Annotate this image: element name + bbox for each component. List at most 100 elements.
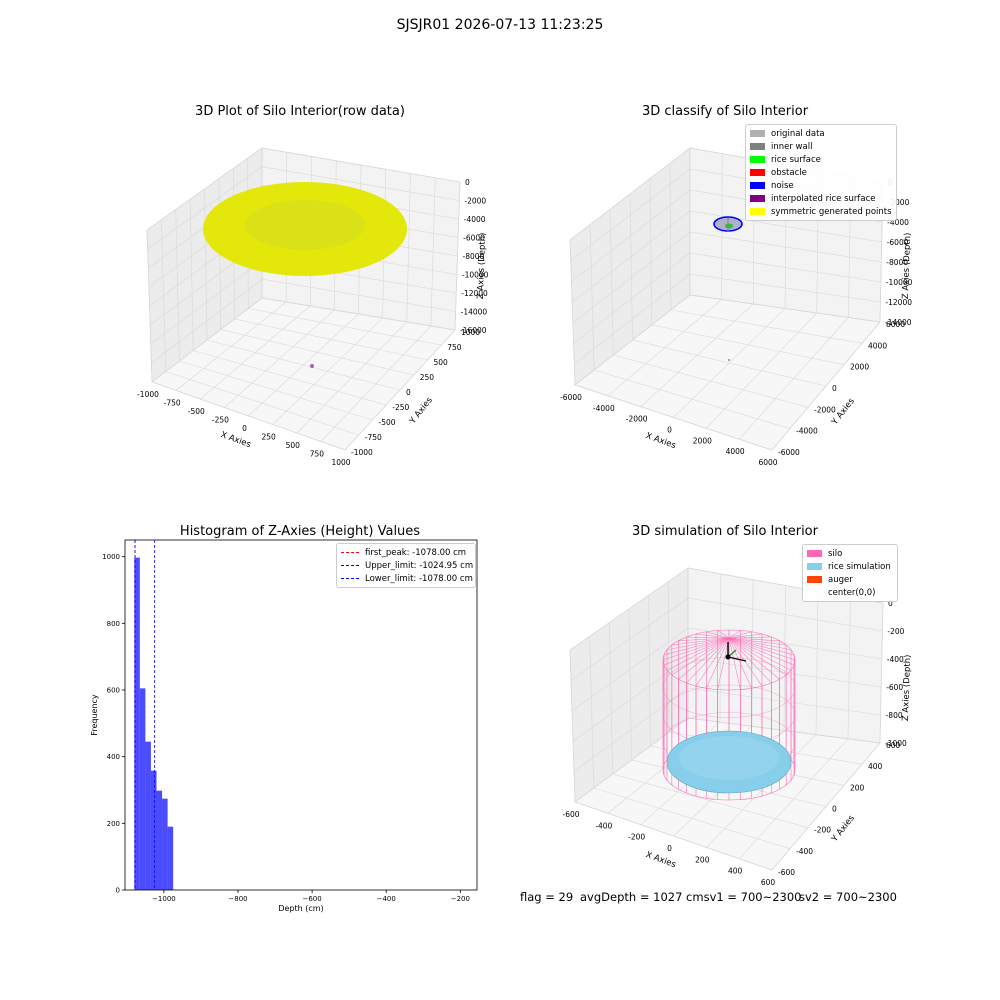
p1-grid-y: [193, 350, 387, 406]
silo-roof-line: [728, 637, 795, 656]
p2-grid-ywall: [609, 209, 614, 356]
p2-xtick-label: 0: [667, 426, 672, 435]
p2-ytick-label: -6000: [778, 448, 800, 457]
plot1-outlier-point: [310, 364, 314, 368]
figure-title: SJSJR01 2026-07-13 11:23:25: [396, 17, 604, 33]
p2-grid-ywall: [569, 239, 576, 386]
p1-ytick-label: 250: [420, 373, 435, 382]
p2-ytick-label: -4000: [796, 427, 818, 436]
plot4-z-label: Z Axies (Depth): [901, 654, 913, 721]
p2-ztick-label: -12000: [885, 298, 912, 307]
p4-grid-xwall: [815, 591, 819, 735]
p4-ytick-label: -200: [814, 826, 831, 835]
plot2-x-ticks: -6000 -4000 -2000 0 2000 4000 6000: [560, 393, 778, 467]
p1-grid-z: [151, 297, 456, 383]
histogram-ytick-label: 0: [116, 887, 120, 895]
footer-avg-depth: avgDepth = 1027 cmsv1 = 700~2300: [580, 890, 802, 904]
histogram-bars: [134, 557, 174, 890]
p4-ytick-label: -400: [796, 847, 813, 856]
silo-roof-line: [663, 637, 730, 666]
histogram-bar: [145, 741, 151, 890]
p4-grid-z: [570, 597, 883, 681]
plot4-axes-panes: [569, 567, 884, 871]
p4-ytick-label: 0: [832, 805, 837, 814]
plot1-y-label: Y Axies: [407, 395, 435, 427]
histogram-ytick-label: 600: [107, 687, 120, 695]
p2-xtick-label: 4000: [726, 447, 745, 456]
p2-ztick-label: -4000: [887, 218, 909, 227]
p4-xtick-label: 200: [695, 855, 710, 864]
silo-roof-line: [728, 637, 792, 671]
p4-ztick-label: -400: [887, 655, 904, 664]
plot1-x-ticks: -1000 -750 -500 -250 0 250 500 750 1000: [137, 390, 351, 467]
silo-roof-line: [686, 636, 730, 639]
p2-grid-z: [574, 273, 881, 365]
plot1-title: 3D Plot of Silo Interior(row data): [195, 104, 405, 119]
plot4-rice-simulation: [666, 730, 792, 794]
legend-item-interpolated: interpolated rice surface: [750, 192, 892, 205]
p1-ytick-label: 500: [434, 358, 449, 367]
histogram-bar: [167, 826, 174, 890]
plot4-auger: [725, 642, 747, 662]
histogram-xtick-label: −600: [302, 895, 321, 903]
histogram-bar: [134, 557, 140, 890]
p2-ytick-label: 6000: [886, 320, 905, 329]
p2-grid-y: [651, 324, 845, 365]
silo-roof-line: [663, 637, 730, 656]
plot4-y-label: Y Axies: [829, 813, 857, 845]
p4-grid-xwall: [879, 602, 884, 744]
plot1-point-cloud-core: [245, 200, 365, 250]
p1-ytick-label: -250: [392, 403, 409, 412]
histogram-x-ticks: −1000 −800 −600 −400 −200: [152, 890, 470, 903]
p4-grid-xwall: [847, 597, 851, 739]
p1-ytick-label: -750: [365, 433, 382, 442]
p1-ztick-label: -2000: [464, 197, 486, 206]
plot2-axes-panes: [569, 147, 884, 451]
p4-ztick-label: -200: [887, 627, 904, 636]
p1-grid-y: [179, 360, 373, 421]
histogram-bar: [156, 790, 163, 890]
p1-grid-y: [248, 308, 442, 346]
plot1-raw-data-3d: -1000 -750 -500 -250 0 250 500 750 1000 -1000 -75…: [137, 147, 489, 467]
p1-xtick-label: -250: [212, 416, 229, 425]
histogram-frame: [124, 539, 478, 891]
p1-grid-xwall: [454, 181, 461, 331]
silo-roof-line: [671, 637, 730, 676]
p2-ztick-label: -8000: [886, 258, 908, 267]
p2-xtick-label: -6000: [560, 393, 582, 402]
p4-grid-ywall: [569, 649, 576, 803]
p1-grid-z: [147, 166, 460, 250]
silo-roof-line: [728, 637, 795, 666]
footer-sv2: sv2 = 700~2300: [799, 890, 897, 904]
p2-xtick-label: 2000: [693, 436, 712, 445]
p2-grid-z: [573, 252, 881, 344]
p1-ytick-label: -500: [379, 418, 396, 427]
p2-ztick-label: -10000: [886, 278, 913, 287]
p4-xtick-label: -600: [562, 810, 579, 819]
plot4-x-ticks: -600 -400 -200 0 200 400 600: [562, 810, 775, 887]
histogram-xtick-label: −1000: [152, 895, 176, 903]
silo-roof-line: [717, 637, 730, 690]
plot4-x-label: X Axies: [644, 850, 677, 870]
p1-grid-z: [146, 147, 461, 231]
legend-item-upper-limit: Upper_limit: -1024.95 cm: [341, 559, 473, 572]
legend-item-noise: noise: [750, 179, 892, 192]
silo-roof-line: [728, 637, 780, 642]
p1-xtick-label: 500: [286, 441, 301, 450]
p1-ztick-label: -4000: [464, 215, 486, 224]
p1-grid-y: [165, 371, 359, 436]
p4-ytick-label: 200: [850, 783, 865, 792]
p1-ytick-label: 0: [406, 388, 411, 397]
p2-grid-y: [594, 369, 791, 429]
plot2-y-ticks: -6000 -4000 -2000 0 2000 4000 6000: [778, 320, 905, 457]
p2-grid-ywall: [629, 193, 633, 341]
p2-grid-y: [632, 339, 827, 387]
p2-grid-y: [574, 384, 773, 451]
silo-roof-line: [728, 633, 763, 639]
histogram-ytick-label: 400: [107, 753, 120, 761]
plot1-z-ticks: 0 -2000 -4000 -6000 -8000 -10000 -12000 -14000 -…: [460, 178, 489, 335]
plot4-rice-highlight: [679, 736, 779, 780]
p1-xtick-label: -750: [164, 399, 181, 408]
histogram-bar: [162, 798, 168, 890]
